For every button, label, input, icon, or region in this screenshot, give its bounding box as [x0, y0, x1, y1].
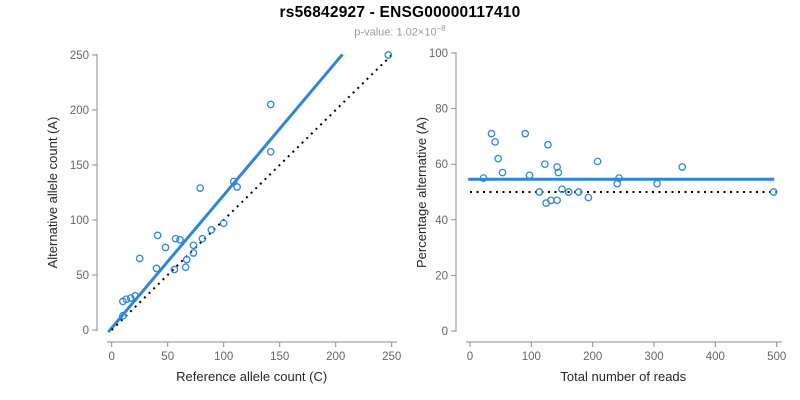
data-point: [498, 168, 507, 177]
data-point: [615, 174, 623, 182]
data-point: [544, 140, 552, 149]
right-plot-x-tick-label: 200: [583, 351, 602, 363]
regression-line: [107, 53, 344, 333]
left-plot-y-tick-label: 100: [70, 215, 89, 227]
data-point: [196, 184, 205, 192]
left-plot-y-tick-label: 150: [70, 160, 89, 172]
left-plot-x-tick-label: 150: [270, 351, 289, 363]
right-plot-x-tick-label: 300: [644, 351, 663, 363]
data-point: [135, 254, 144, 263]
data-point: [182, 255, 191, 264]
data-point: [574, 188, 583, 196]
right-plot-x-tick-label: 0: [467, 351, 473, 363]
data-point: [171, 234, 180, 243]
left-plot-x-tick-label: 250: [382, 351, 401, 363]
right-plot-x-label: Total number of reads: [560, 369, 686, 384]
data-point: [487, 129, 496, 138]
data-point: [554, 168, 563, 177]
right-plot-y-tick-label: 0: [442, 326, 448, 338]
data-point: [479, 174, 488, 182]
data-point: [653, 179, 661, 188]
data-point: [198, 234, 207, 243]
left-plot-x-tick-label: 0: [108, 351, 114, 363]
left-plot-y-tick-label: 200: [70, 105, 89, 117]
data-point: [525, 171, 534, 180]
data-point: [558, 185, 566, 194]
data-point: [494, 154, 503, 163]
left-plot-x-tick-label: 50: [161, 351, 174, 363]
left-plot-x-tick-label: 200: [326, 351, 345, 363]
right-plot-y-label: Percentage alternative (A): [414, 117, 429, 268]
right-plot-x-tick-label: 400: [706, 351, 725, 363]
data-point: [553, 196, 561, 205]
data-point: [266, 147, 275, 156]
page-title: rs56842927 - ENSG00000117410: [279, 4, 521, 21]
data-point: [593, 157, 602, 166]
right-plot-y-tick-label: 20: [435, 270, 448, 282]
left-plot-x-label: Reference allele count (C): [176, 369, 327, 384]
data-point: [769, 188, 778, 196]
left-plot-y-tick-label: 250: [70, 50, 89, 62]
left-plot-y-tick-label: 0: [83, 325, 89, 337]
p-value-exponent: −8: [436, 24, 446, 33]
left-plot-y-label: Alternative allele count (A): [45, 117, 60, 269]
data-point: [547, 196, 555, 205]
right-plot-y-tick-label: 60: [435, 159, 448, 171]
data-point: [584, 193, 593, 202]
identity-line: [110, 54, 393, 331]
data-point: [181, 263, 190, 272]
data-point: [152, 264, 161, 273]
data-point: [161, 243, 170, 252]
data-point: [384, 51, 393, 59]
left-plot-x-tick-label: 100: [214, 351, 233, 363]
data-point: [266, 100, 275, 109]
data-point: [564, 188, 573, 196]
data-point: [122, 295, 131, 304]
data-point: [207, 226, 216, 234]
left-plot-y-tick-label: 50: [76, 270, 89, 282]
data-point: [535, 188, 544, 196]
right-plot-x-tick-label: 500: [767, 351, 786, 363]
right-plot-x-tick-label: 100: [522, 351, 541, 363]
data-point: [540, 160, 549, 169]
right-plot-y-tick-label: 100: [429, 48, 448, 60]
p-value-base: 1.02×10: [396, 26, 437, 39]
data-point: [189, 241, 198, 250]
data-point: [189, 249, 198, 257]
data-point: [521, 129, 530, 138]
data-point: [131, 292, 140, 300]
p-value-text: p-value: 1.02×10−8: [0, 24, 800, 39]
data-point: [126, 294, 135, 302]
data-point: [229, 177, 238, 186]
data-point: [233, 183, 241, 191]
data-point: [170, 265, 179, 274]
data-point: [176, 235, 184, 244]
data-point: [219, 219, 228, 228]
data-point: [119, 311, 127, 320]
data-point: [491, 138, 499, 146]
p-value-label: p-value:: [354, 26, 394, 39]
plot-header: rs56842927 - ENSG00000117410 p-value: 1.…: [0, 4, 800, 39]
data-point: [153, 231, 162, 240]
right-plot-y-tick-label: 40: [435, 215, 448, 227]
data-point: [678, 163, 687, 171]
right-plot-y-tick-label: 80: [435, 104, 448, 116]
